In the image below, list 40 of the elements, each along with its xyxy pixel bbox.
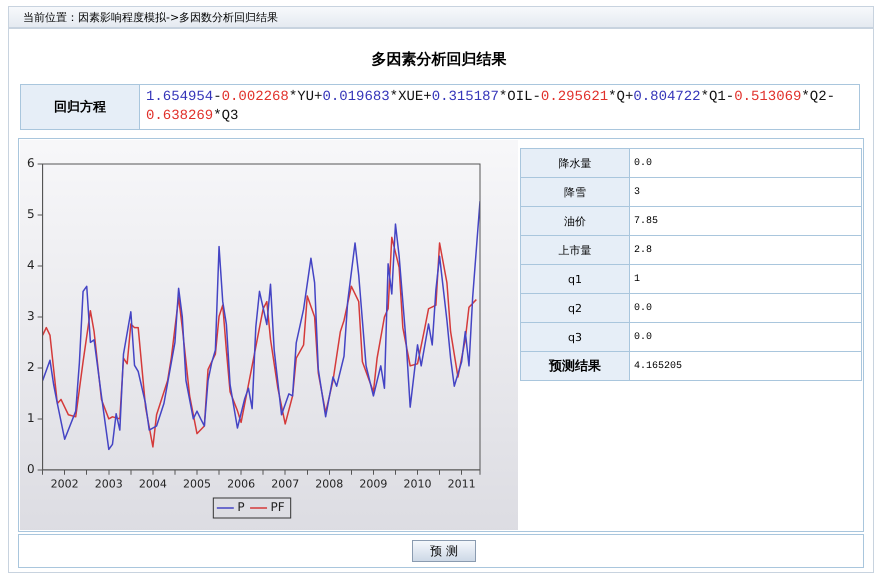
y-tick-label: 6 [26, 156, 35, 170]
category-label: 预测结果 [520, 352, 630, 380]
x-tick-label: 2007 [271, 477, 300, 490]
x-tick-label: 2008 [315, 477, 344, 490]
text: 1 [634, 274, 640, 284]
y-tick-label: 4 [26, 258, 35, 272]
text: 3 [634, 186, 640, 198]
text: 2.8 [634, 244, 652, 256]
x-tick-label: 2005 [183, 477, 211, 490]
legend-label: P [237, 500, 245, 514]
text: 0.0 [634, 302, 652, 314]
y-tick-label: 5 [26, 207, 35, 222]
text: 0.0 [634, 332, 652, 342]
text: 7.85 [634, 216, 658, 226]
legend-label: PF [270, 500, 285, 514]
x-tick-label: 2006 [227, 477, 256, 490]
y-tick-label: 2 [26, 360, 35, 374]
category-label: q3 [520, 322, 630, 352]
x-tick-label: 2011 [448, 477, 476, 490]
category-label: q1 [520, 264, 630, 294]
text: 回归方程 [21, 85, 140, 129]
text: 0.0 [634, 158, 652, 168]
x-tick-label: 2009 [359, 477, 388, 490]
y-tick-label: 3 [26, 309, 35, 324]
text: 预 测 [412, 540, 476, 562]
x-tick-label: 2003 [94, 477, 123, 490]
y-tick-label: 0 [26, 462, 35, 476]
text: 4.165205 [634, 360, 682, 372]
category-label: 上市量 [520, 236, 630, 264]
x-tick-label: 2010 [404, 477, 432, 490]
category-label: 降水量 [520, 148, 630, 178]
text: 当前位置：因素影响程度模拟->多因数分析回归结果 [23, 11, 278, 24]
x-tick-label: 2004 [138, 477, 167, 490]
text: 1.654954-0.002268*YU+0.019683*XUE+0.315187*OIL-0.295621*Q+0.804722*Q1-0.513069*Q2-0.638269*Q3 [146, 89, 836, 124]
category-label: q2 [520, 294, 630, 322]
x-tick-label: 2002 [50, 477, 79, 490]
category-label: 降雪 [520, 178, 630, 206]
text: 多因素分析回归结果 [370, 50, 508, 69]
category-label: 油价 [520, 206, 630, 236]
y-tick-label: 1 [26, 410, 35, 425]
